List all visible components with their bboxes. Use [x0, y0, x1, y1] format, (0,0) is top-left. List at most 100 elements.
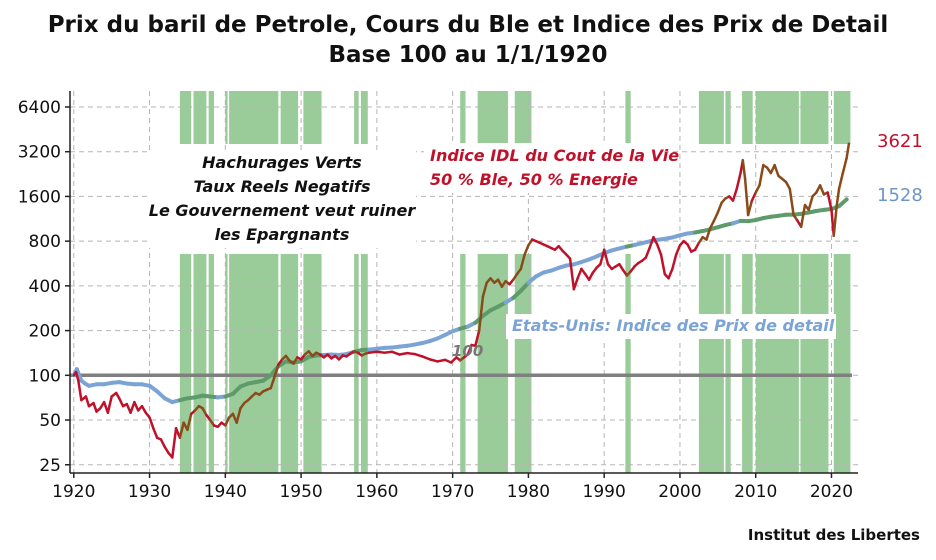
idl-line-segment: [428, 358, 439, 363]
idl-line-segment: [746, 199, 754, 217]
axes: [69, 91, 858, 474]
shade-band: [698, 91, 724, 144]
y-tick-label: 6400: [18, 98, 61, 118]
idl-line-segment: [133, 400, 140, 412]
idl-line-segment: [269, 375, 276, 390]
idl-line-segment: [77, 379, 83, 402]
idl-line-segment: [835, 187, 841, 207]
shade-band: [193, 254, 207, 473]
idl-line-segment: [413, 352, 424, 358]
y-tick-label: 3200: [18, 143, 61, 163]
shade-band: [229, 91, 279, 144]
idl-line-segment: [799, 203, 807, 229]
shade-band: [698, 254, 724, 473]
idl-line-segment: [826, 191, 833, 212]
shade-band: [229, 254, 279, 473]
shade-band: [742, 254, 753, 473]
idl-line-segment: [421, 355, 432, 361]
idl-line-segment: [671, 253, 678, 271]
idl-line-segment: [750, 191, 757, 202]
idl-line-segment: [481, 281, 488, 298]
annotations: Hachurages Verts Taux Reels Negatifs Le …: [149, 131, 923, 360]
idl-line-segment: [140, 404, 148, 414]
shade-band: [208, 91, 214, 144]
shade-band: [477, 254, 508, 473]
idl-line-segment: [568, 257, 576, 291]
idl-line-segment: [712, 211, 720, 222]
shade-band: [755, 91, 799, 144]
idl-line-segment: [186, 412, 193, 432]
end-label-us-cpi: 1528: [877, 185, 923, 206]
shade-band: [800, 254, 829, 473]
idl-line-segment: [754, 184, 761, 194]
shade-band: [725, 254, 731, 473]
idl-line-segment: [523, 244, 530, 256]
x-tick-label: 1920: [52, 482, 95, 502]
shade-band: [514, 91, 532, 144]
shade-band: [193, 91, 207, 144]
y-tick-label: 25: [39, 456, 61, 476]
y-tick-label: 100: [29, 366, 61, 386]
idl-line-segment: [74, 370, 80, 382]
idl-line-segment: [818, 184, 826, 196]
idl-line-segment: [784, 180, 792, 191]
shade-band: [179, 91, 192, 144]
idl-line-segment: [152, 427, 159, 439]
idl-line-segment: [84, 395, 91, 408]
y-tick-label: 200: [29, 322, 61, 342]
idl-line-segment: [667, 267, 674, 280]
shade-band: [179, 254, 192, 473]
shade-band: [800, 91, 829, 144]
end-label-idl: 3621: [877, 131, 923, 152]
tick-labels: 25 50 100 200 400 800 1600 3200 6400 1920 1930 1940…: [18, 98, 853, 502]
idl-line-segment: [92, 401, 98, 413]
idl-line-segment: [129, 400, 136, 414]
shade-band: [625, 254, 631, 473]
idl-line-segment: [743, 177, 750, 217]
idl-line-segment: [837, 171, 845, 191]
idl-line-segment: [648, 235, 655, 250]
x-tick-label: 1990: [583, 482, 626, 502]
shade-band: [225, 91, 228, 144]
idl-line-segment: [519, 253, 526, 271]
y-tick-label: 1600: [18, 187, 61, 207]
shade-band: [280, 91, 299, 144]
x-tick-label: 1980: [507, 482, 550, 502]
y-tick-label: 800: [29, 232, 61, 252]
shade-band: [460, 254, 466, 473]
idl-line-segment: [148, 416, 155, 430]
idl-line-segment: [235, 407, 242, 424]
idl-line-segment: [201, 407, 208, 417]
shade-band: [460, 91, 466, 144]
shade-band: [833, 254, 851, 473]
x-tick-label: 2000: [658, 482, 701, 502]
hachures-line-3: Le Gouvernement veut ruiner: [149, 201, 417, 220]
idl-line-segment: [572, 277, 579, 291]
series: [71, 142, 851, 459]
shade-band: [303, 91, 322, 144]
chart-subtitle: Base 100 au 1/1/1920: [328, 42, 607, 68]
idl-line-segment: [832, 203, 839, 237]
x-tick-label: 2020: [810, 482, 853, 502]
idl-line-segment: [477, 295, 485, 332]
shade-band: [755, 254, 799, 473]
idl-line-segment: [841, 156, 848, 175]
idl-annotation-line-2: 50 % Ble, 50 % Energie: [430, 170, 638, 189]
idl-line-segment: [788, 187, 795, 217]
idl-line-segment: [807, 195, 814, 212]
idl-line-segment: [106, 395, 113, 414]
idl-line-segment: [587, 271, 595, 281]
idl-line-segment: [576, 267, 583, 280]
y-tick-label: 50: [39, 411, 61, 431]
hachures-line-4: les Epargnants: [215, 225, 350, 244]
shade-band: [360, 254, 368, 473]
shade-band: [742, 91, 753, 144]
x-tick-label: 1960: [355, 482, 398, 502]
idl-line-segment: [773, 163, 780, 178]
idl-line-segment: [705, 226, 712, 241]
idl-line-segment: [693, 241, 701, 252]
idl-line-segment: [758, 163, 765, 187]
shade-band: [354, 91, 359, 144]
